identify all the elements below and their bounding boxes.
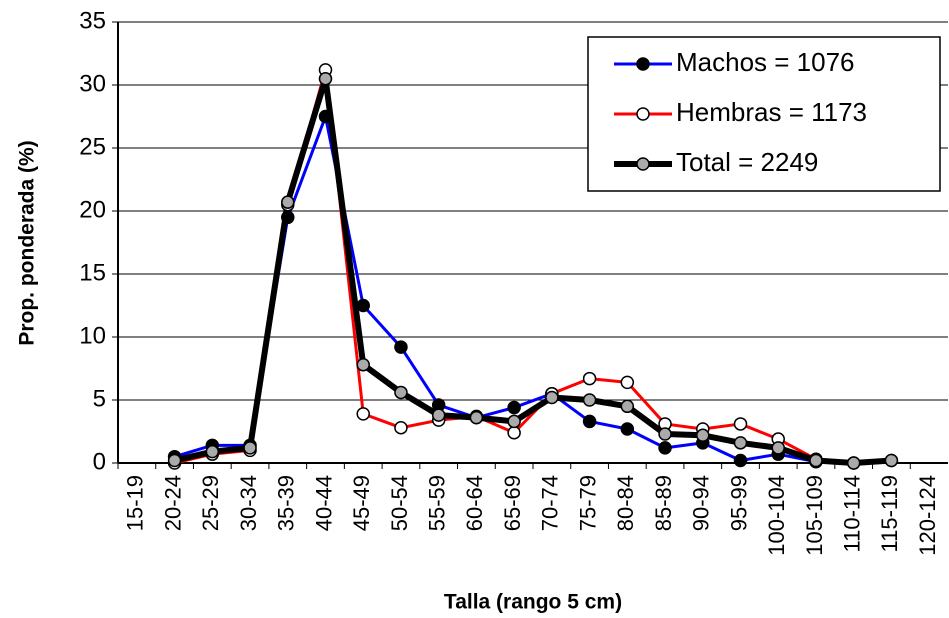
- x-tick-label: 105-109: [802, 475, 827, 556]
- data-point: [205, 444, 220, 459]
- data-point: [582, 393, 597, 407]
- x-axis-title: Talla (rango 5 cm): [444, 591, 622, 614]
- data-point: [582, 371, 597, 386]
- x-tick-label: 50-54: [387, 475, 412, 531]
- data-point: [507, 414, 521, 429]
- data-point: [469, 410, 484, 425]
- legend-label: Hembras = 1173: [676, 97, 867, 127]
- x-tick-label: 90-94: [689, 475, 714, 531]
- data-point: [771, 441, 785, 455]
- data-point: [733, 436, 748, 450]
- data-point: [507, 400, 521, 415]
- x-tick-label: 110-114: [839, 475, 864, 552]
- y-tick-label: 30: [79, 70, 106, 97]
- data-point: [620, 399, 635, 414]
- data-point: [281, 195, 295, 209]
- data-point: [884, 453, 899, 468]
- x-tick-label: 120-124: [915, 475, 940, 556]
- y-tick-label: 5: [93, 385, 106, 412]
- data-point: [167, 453, 182, 468]
- data-point: [507, 426, 521, 440]
- x-tick-label: 65-69: [500, 475, 525, 531]
- y-tick-label: 25: [79, 133, 106, 160]
- x-tick-label: 80-84: [613, 475, 638, 531]
- x-tick-label: 35-39: [274, 475, 299, 531]
- x-tick-label: 25-29: [198, 475, 223, 531]
- y-tick-label: 0: [93, 448, 106, 475]
- data-point: [620, 375, 635, 390]
- data-point: [431, 408, 446, 422]
- data-point: [394, 340, 408, 354]
- legend-marker: [636, 57, 650, 71]
- x-tick-label: 55-59: [424, 475, 449, 531]
- data-point: [733, 417, 748, 431]
- data-point: [733, 453, 748, 468]
- x-tick-label: 95-99: [726, 475, 751, 531]
- data-point: [696, 428, 710, 443]
- data-point: [658, 427, 672, 441]
- x-tick-label: 85-89: [651, 475, 676, 531]
- legend-marker: [636, 157, 650, 171]
- data-point: [809, 453, 823, 468]
- x-tick-label: 15-19: [123, 475, 148, 531]
- y-tick-label: 15: [79, 259, 106, 286]
- legend-label: Machos = 1076: [676, 47, 855, 77]
- data-point: [356, 407, 370, 421]
- data-point: [356, 357, 370, 372]
- x-tick-label: 60-64: [462, 475, 487, 531]
- y-axis-title: Prop. ponderada (%): [16, 140, 39, 345]
- data-point: [846, 456, 861, 470]
- data-point: [658, 441, 672, 455]
- x-tick-label: 75-79: [575, 475, 600, 531]
- data-point: [394, 420, 408, 435]
- data-point: [545, 390, 559, 405]
- x-tick-label: 30-34: [236, 475, 261, 531]
- x-tick-label: 45-49: [349, 475, 374, 531]
- data-point: [394, 385, 408, 400]
- data-point: [318, 71, 333, 86]
- data-point: [243, 441, 257, 455]
- x-tick-label: 40-44: [311, 475, 336, 531]
- data-point: [356, 298, 370, 313]
- x-tick-label: 115-119: [877, 475, 902, 552]
- legend-marker: [636, 107, 650, 121]
- data-point: [318, 109, 333, 124]
- data-point: [620, 422, 635, 436]
- data-point: [281, 210, 295, 225]
- x-tick-label: 70-74: [538, 475, 563, 531]
- y-tick-label: 20: [79, 196, 106, 223]
- x-tick-label: 20-24: [160, 475, 185, 531]
- y-tick-label: 35: [79, 7, 106, 34]
- x-tick-label: 100-104: [764, 475, 789, 556]
- data-point: [582, 414, 597, 429]
- legend-label: Total = 2249: [676, 147, 818, 177]
- y-tick-label: 10: [79, 322, 106, 349]
